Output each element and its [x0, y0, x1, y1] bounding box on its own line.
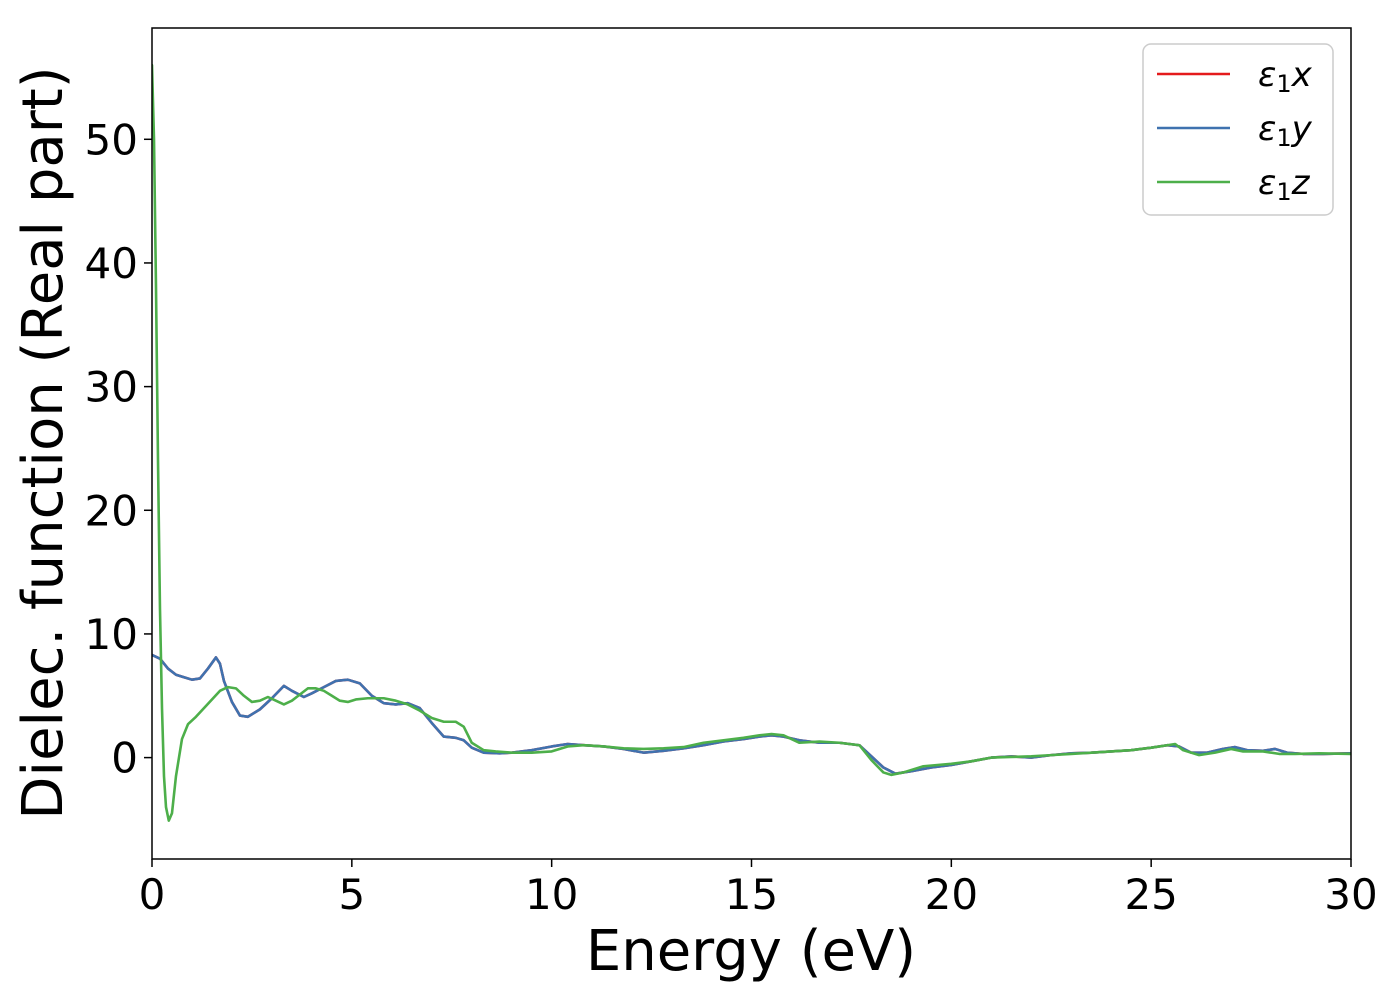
- plot-lines: [152, 63, 1351, 822]
- x-tick-label: 25: [1124, 870, 1177, 919]
- x-axis-ticks: 0 5 10 15 20 25 30: [139, 859, 1378, 919]
- y-tick-label: 50: [85, 115, 138, 164]
- legend: ε1x ε1y ε1z: [1142, 43, 1334, 216]
- x-tick-label: 15: [725, 870, 778, 919]
- legend-label-x: ε1x: [1258, 55, 1313, 98]
- y-axis-title: Dielec. function (Real part): [11, 66, 76, 819]
- x-tick-label: 30: [1324, 870, 1377, 919]
- x-tick-label: 0: [139, 870, 166, 919]
- y-tick-label: 0: [111, 734, 138, 783]
- legend-label-z: ε1z: [1258, 163, 1311, 206]
- y-tick-label: 30: [85, 363, 138, 412]
- y-axis-ticks: 0 10 20 30 40 50: [85, 115, 152, 783]
- x-tick-label: 10: [525, 870, 578, 919]
- x-tick-label: 20: [925, 870, 978, 919]
- series-line-z: [152, 63, 1351, 822]
- x-axis-title: Energy (eV): [586, 919, 916, 984]
- y-tick-label: 40: [85, 239, 138, 288]
- legend-label-y: ε1y: [1258, 109, 1313, 152]
- y-tick-label: 20: [85, 486, 138, 535]
- legend-box: [1142, 43, 1334, 216]
- x-tick-label: 5: [338, 870, 365, 919]
- y-tick-label: 10: [85, 610, 138, 659]
